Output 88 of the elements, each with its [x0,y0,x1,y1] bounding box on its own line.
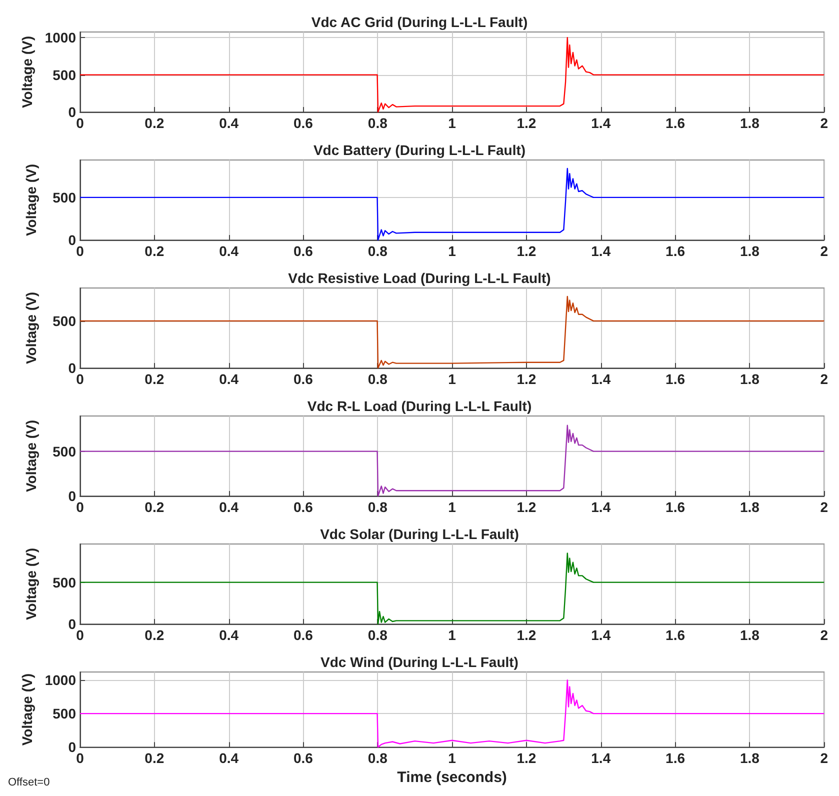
x-tick-label: 1.6 [666,627,686,643]
y-tick-label: 500 [52,312,76,329]
x-tick-label: 0.2 [144,499,164,515]
x-tick-label: 1.2 [516,115,536,131]
chart-title: Vdc AC Grid (During L-L-L Fault) [311,14,528,30]
x-tick-label: 0.2 [144,627,164,643]
x-tick-label: 1.4 [591,243,611,259]
x-tick-label: 0.8 [368,750,388,766]
x-tick-label: 0.6 [294,371,314,387]
x-tick-label: 1.2 [516,243,536,259]
chart-title: Vdc R-L Load (During L-L-L Fault) [307,398,532,414]
y-tick-label: 1000 [44,30,76,46]
x-tick-label: 0.2 [144,750,164,766]
y-tick-label: 500 [52,574,76,590]
x-tick-label: 0.4 [219,243,239,259]
x-tick-label: 0.8 [368,371,388,387]
x-tick-label: 0.6 [294,627,314,643]
x-tick-label: 1.2 [516,750,536,766]
x-tick-label: 1.8 [740,499,760,515]
x-tick-label: 0.8 [368,499,388,515]
text: Offset=0 [8,776,50,788]
y-axis-title: Voltage (V) [23,420,39,492]
x-tick-label: 1 [448,115,456,131]
y-tick-label: 0 [68,360,76,376]
x-tick-label: 2 [820,371,828,387]
x-tick-label: 2 [820,499,828,515]
x-tick-label: 0.8 [368,243,388,259]
x-tick-label: 1.4 [591,627,611,643]
x-tick-label: 0.6 [294,115,314,131]
x-tick-label: 0.2 [144,371,164,387]
y-tick-label: 0 [68,616,76,632]
y-axis-title: Voltage (V) [23,292,39,364]
x-tick-label: 1.4 [591,115,611,131]
x-tick-label: 2 [820,115,828,131]
x-tick-label: 1.4 [591,499,611,515]
x-tick-label: 1.8 [740,627,760,643]
x-tick-label: 0.8 [368,115,388,131]
x-tick-label: 1.8 [740,115,760,131]
x-tick-label: 1.8 [740,243,760,259]
y-tick-label: 0 [68,232,76,248]
x-tick-label: 0.6 [294,750,314,766]
y-tick-label: 0 [68,739,76,756]
y-axis-title: Voltage (V) [18,36,35,108]
x-tick-label: 1.6 [666,115,686,131]
x-tick-label: 1.6 [666,499,686,515]
x-tick-label: 1.8 [740,371,760,387]
x-tick-label: 0.4 [219,750,239,766]
x-tick-label: 0.4 [219,115,239,131]
x-tick-label: 0.4 [219,499,239,515]
x-tick-label: 2 [820,627,828,643]
y-axis-title: Voltage (V) [23,548,39,620]
x-tick-label: 1.6 [666,243,686,259]
x-tick-label: 1.8 [740,750,760,766]
x-tick-label: 0.4 [219,371,239,387]
x-tick-label: 1 [448,750,456,766]
chart-title: Vdc Battery (During L-L-L Fault) [313,142,526,158]
x-tick-label: 1.2 [516,371,536,387]
y-tick-label: 500 [52,189,76,206]
chart-title: Vdc Resistive Load (During L-L-L Fault) [288,270,551,286]
x-tick-label: 1.4 [591,750,611,766]
y-tick-label: 1000 [44,672,76,688]
y-tick-label: 500 [52,443,76,460]
y-tick-label: 500 [52,706,76,722]
x-tick-label: 1.6 [666,750,686,766]
x-tick-label: 2 [820,750,828,766]
x-tick-label: 0.4 [219,627,239,643]
y-axis-title: Voltage (V) [18,674,35,746]
x-tick-label: 1.6 [666,371,686,387]
x-tick-label: 2 [820,243,828,259]
x-tick-label: 1 [448,371,456,387]
x-tick-label: 1.2 [516,499,536,515]
chart-title: Vdc Wind (During L-L-L Fault) [320,654,518,670]
x-axis-title: Time (seconds) [397,769,507,786]
y-axis-title: Voltage (V) [23,164,39,236]
x-tick-label: 0.2 [144,243,164,259]
x-tick-label: 1 [448,627,456,643]
y-tick-label: 0 [68,488,76,504]
y-tick-label: 500 [52,66,76,83]
x-tick-label: 1.4 [591,371,611,387]
x-tick-label: 0.6 [294,499,314,515]
chart-title: Vdc Solar (During L-L-L Fault) [320,526,519,542]
y-tick-label: 0 [68,104,76,120]
x-tick-label: 0.2 [144,115,164,131]
x-tick-label: 0.8 [368,627,388,643]
x-tick-label: 1 [448,499,456,515]
x-tick-label: 1.2 [516,627,536,643]
x-tick-label: 0.6 [294,243,314,259]
x-tick-label: 1 [448,243,456,259]
